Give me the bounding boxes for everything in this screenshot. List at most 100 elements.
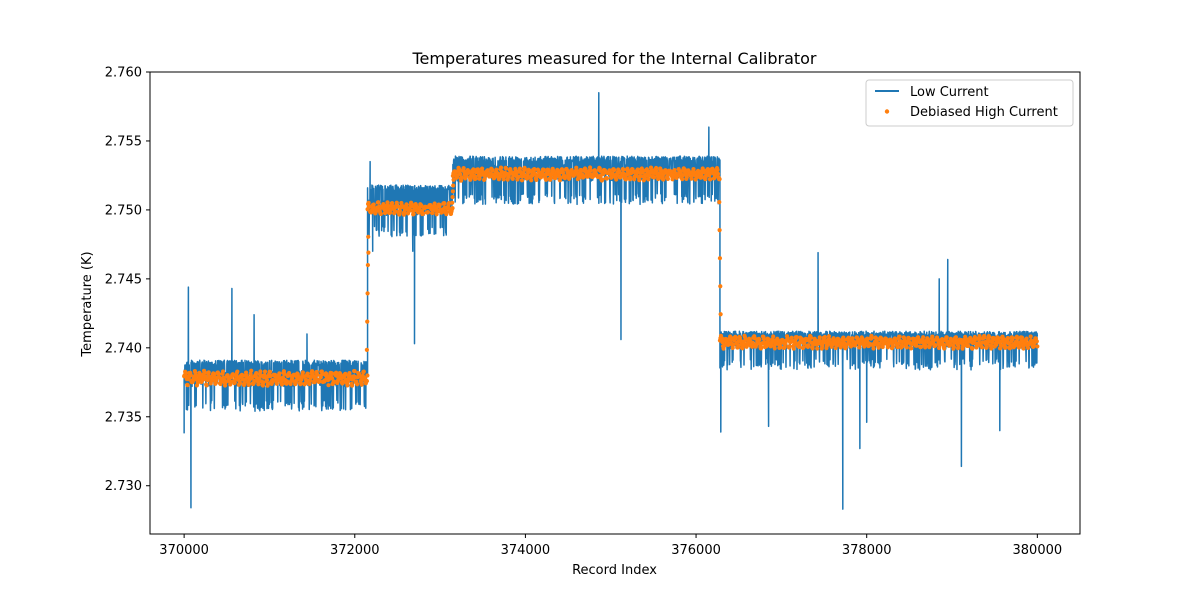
scatter-point <box>848 344 854 349</box>
scatter-point <box>444 210 450 215</box>
scatter-point <box>729 335 734 340</box>
scatter-point <box>458 178 464 183</box>
scatter-point <box>1010 336 1015 341</box>
scatter-point <box>661 177 666 182</box>
scatter-point <box>256 379 261 384</box>
scatter-point <box>519 178 525 183</box>
scatter-point <box>600 177 605 182</box>
scatter-point <box>421 211 426 216</box>
scatter-point <box>525 176 530 181</box>
scatter-point <box>628 175 633 180</box>
axes: 370000 372000 374000 376000 378000 380000 2.73… <box>105 66 1081 558</box>
legend: Low Current Debiased High Current <box>865 79 1074 127</box>
scatter-point <box>471 167 476 172</box>
scatter-point <box>390 200 395 206</box>
scatter-point <box>548 175 553 180</box>
scatter-point <box>933 343 938 348</box>
scatter-point <box>397 208 402 213</box>
scatter-point <box>942 343 947 348</box>
scatter-point <box>733 336 738 341</box>
scatter-point <box>216 371 222 377</box>
scatter-point <box>546 168 551 173</box>
scatter-point <box>202 370 207 375</box>
y-tick-label: 2.740 <box>105 341 142 356</box>
scatter-point <box>318 375 323 380</box>
scatter-point <box>232 380 237 385</box>
scatter-point <box>718 312 723 317</box>
scatter-point <box>923 343 928 348</box>
scatter-point <box>529 178 534 183</box>
scatter-point <box>890 344 896 349</box>
scatter-point <box>387 210 393 215</box>
scatter-point <box>640 170 645 175</box>
scatter-point <box>942 346 947 351</box>
scatter-point <box>334 370 339 375</box>
scatter-point <box>490 168 495 173</box>
scatter-point <box>345 383 350 388</box>
scatter-point <box>718 284 723 289</box>
scatter-point <box>956 344 961 349</box>
scatter-point <box>349 383 355 388</box>
scatter-point <box>865 336 870 341</box>
scatter-point <box>343 371 348 376</box>
y-tick-label: 2.730 <box>105 479 142 494</box>
scatter-point <box>1001 337 1006 342</box>
scatter-point <box>1003 344 1008 350</box>
scatter-point <box>873 336 879 341</box>
scatter-point <box>909 346 914 351</box>
scatter-point <box>543 177 549 182</box>
scatter-point <box>365 373 370 378</box>
scatter-point <box>808 335 814 340</box>
scatter-point <box>282 371 287 376</box>
scatter-point <box>1026 345 1031 350</box>
scatter-point <box>359 382 364 387</box>
scatter-point <box>188 373 193 378</box>
y-tick-label: 2.760 <box>105 66 142 81</box>
scatter-point <box>761 336 767 342</box>
scatter-point <box>944 335 949 340</box>
scatter-point <box>300 370 305 375</box>
scatter-point <box>717 228 722 233</box>
plot-area <box>182 91 1040 510</box>
scatter-point <box>378 211 383 217</box>
x-tick-label: 376000 <box>671 543 721 558</box>
scatter-point <box>329 376 335 381</box>
x-tick-label: 370000 <box>159 543 209 558</box>
chart-title: Temperatures measured for the Internal C… <box>411 49 816 68</box>
scatter-point <box>425 210 431 215</box>
scatter-point <box>846 335 851 340</box>
scatter-point <box>710 166 715 171</box>
scatter-point <box>717 177 722 182</box>
legend-label-debiased-high-current: Debiased High Current <box>910 105 1058 120</box>
scatter-point <box>195 380 201 385</box>
scatter-point <box>265 381 271 387</box>
scatter-point <box>730 345 735 351</box>
x-axis-title: Record Index <box>572 563 657 578</box>
scatter-point <box>450 200 455 205</box>
scatter-point <box>617 169 622 174</box>
scatter-point <box>361 369 366 374</box>
scatter-point <box>984 345 989 350</box>
scatter-point <box>264 378 270 383</box>
scatter-point <box>612 167 617 173</box>
scatter-point <box>532 167 537 172</box>
scatter-point <box>654 168 659 174</box>
scatter-point <box>987 334 992 340</box>
scatter-point <box>642 176 647 181</box>
scatter-point <box>766 337 771 342</box>
y-tick-label: 2.735 <box>105 410 142 425</box>
scatter-point <box>352 368 357 374</box>
scatter-point <box>857 345 862 350</box>
scatter-point <box>366 234 371 239</box>
scatter-point <box>461 166 466 171</box>
scatter-point <box>827 337 832 342</box>
scatter-point <box>376 200 381 205</box>
scatter-point <box>450 189 455 194</box>
scatter-point <box>262 369 268 374</box>
scatter-point <box>212 372 217 377</box>
y-axis-title: Temperature (K) <box>80 251 95 357</box>
scatter-point <box>791 346 796 351</box>
scatter-point <box>473 176 479 181</box>
scatter-point <box>432 201 437 206</box>
scatter-point <box>204 383 209 388</box>
